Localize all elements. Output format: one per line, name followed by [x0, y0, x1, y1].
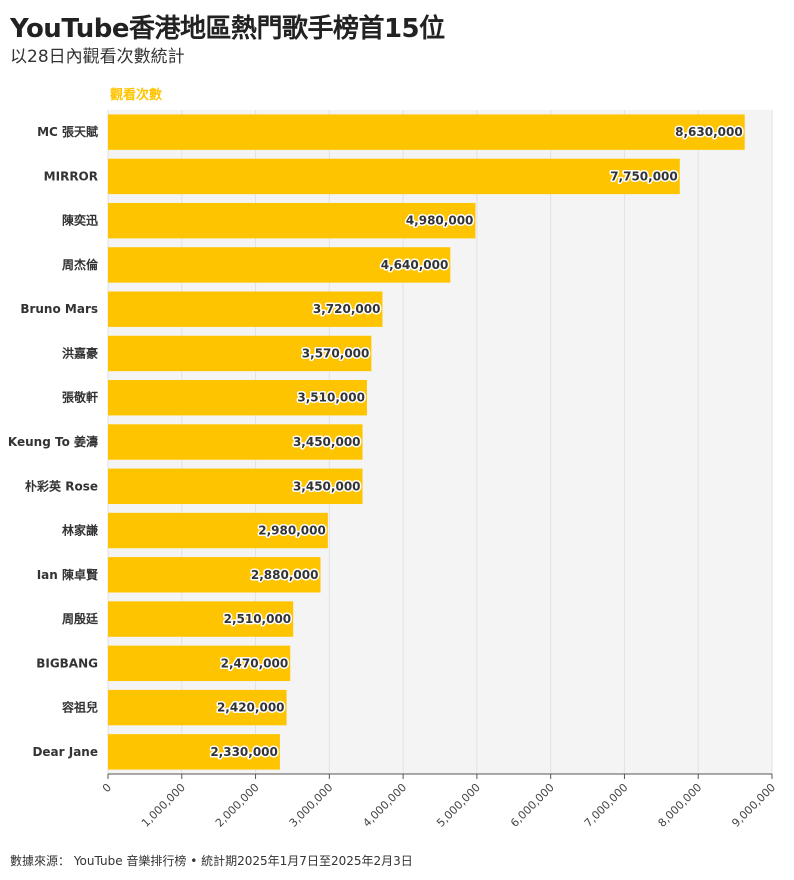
bar — [108, 557, 321, 593]
bar — [108, 468, 363, 504]
category-label: Bruno Mars — [20, 302, 98, 316]
x-axis-tick-label: 3,000,000 — [287, 781, 336, 830]
bar — [108, 291, 383, 327]
bar — [108, 601, 294, 637]
x-axis-tick-label: 6,000,000 — [508, 781, 557, 830]
bar — [108, 512, 328, 549]
category-label: MIRROR — [44, 169, 98, 183]
chart-subtitle: 以28日內觀看次數統計 — [10, 47, 185, 67]
value-label: 3,570,000 — [302, 346, 370, 360]
category-label: 林家謙 — [62, 523, 98, 538]
chart-title: YouTube香港地區熱門歌手榜首15位 — [10, 14, 445, 44]
bar — [108, 380, 367, 416]
bar — [108, 645, 291, 682]
source-note: 數據來源： YouTube 音樂排行榜 • 統計期2025年1月7日至2025年… — [10, 854, 413, 868]
value-label: 2,510,000 — [224, 612, 292, 626]
category-label: Ian 陳卓賢 — [37, 567, 99, 582]
value-label: 7,750,000 — [610, 169, 678, 183]
category-label: 張敬軒 — [62, 390, 98, 405]
bar — [108, 734, 280, 770]
bar — [108, 424, 363, 460]
value-label: 3,450,000 — [293, 479, 361, 493]
value-label: 2,330,000 — [210, 745, 278, 759]
value-label: 8,630,000 — [675, 125, 743, 139]
category-label: BIGBANG — [36, 656, 98, 670]
value-label: 2,980,000 — [258, 524, 326, 538]
bar — [108, 114, 745, 150]
category-label: 朴彩英 Rose — [25, 478, 98, 493]
category-label: 周杰倫 — [62, 257, 99, 272]
series-legend-label: 觀看次數 — [110, 88, 163, 103]
bar — [108, 335, 372, 372]
x-axis-tick-label: 5,000,000 — [434, 781, 483, 830]
category-label: 周殷廷 — [62, 611, 99, 626]
x-axis-tick-label: 9,000,000 — [729, 781, 778, 830]
value-label: 4,640,000 — [381, 258, 449, 272]
category-label: 陳奕迅 — [62, 213, 98, 228]
bar — [108, 689, 287, 726]
bar — [108, 247, 451, 283]
bar — [108, 158, 680, 195]
category-label: 容祖兒 — [61, 700, 98, 715]
x-axis-tick-label: 7,000,000 — [582, 781, 631, 830]
category-label: MC 張天賦 — [37, 124, 98, 139]
bar — [108, 202, 476, 239]
x-axis-tick-label: 4,000,000 — [360, 781, 409, 830]
value-label: 2,470,000 — [221, 656, 289, 670]
value-label: 3,720,000 — [313, 302, 381, 316]
x-axis-tick-label: 2,000,000 — [213, 781, 262, 830]
value-label: 3,510,000 — [297, 391, 365, 405]
value-label: 2,420,000 — [217, 701, 285, 715]
value-label: 3,450,000 — [293, 435, 361, 449]
value-label: 2,880,000 — [251, 568, 319, 582]
category-label: Dear Jane — [32, 745, 98, 759]
x-axis-tick-label: 8,000,000 — [656, 781, 705, 830]
x-axis-tick-label: 0 — [100, 781, 114, 795]
value-label: 4,980,000 — [406, 214, 474, 228]
category-label: Keung To 姜濤 — [8, 434, 98, 449]
x-axis-tick-label: 1,000,000 — [139, 781, 188, 830]
category-label: 洪嘉豪 — [62, 345, 98, 360]
